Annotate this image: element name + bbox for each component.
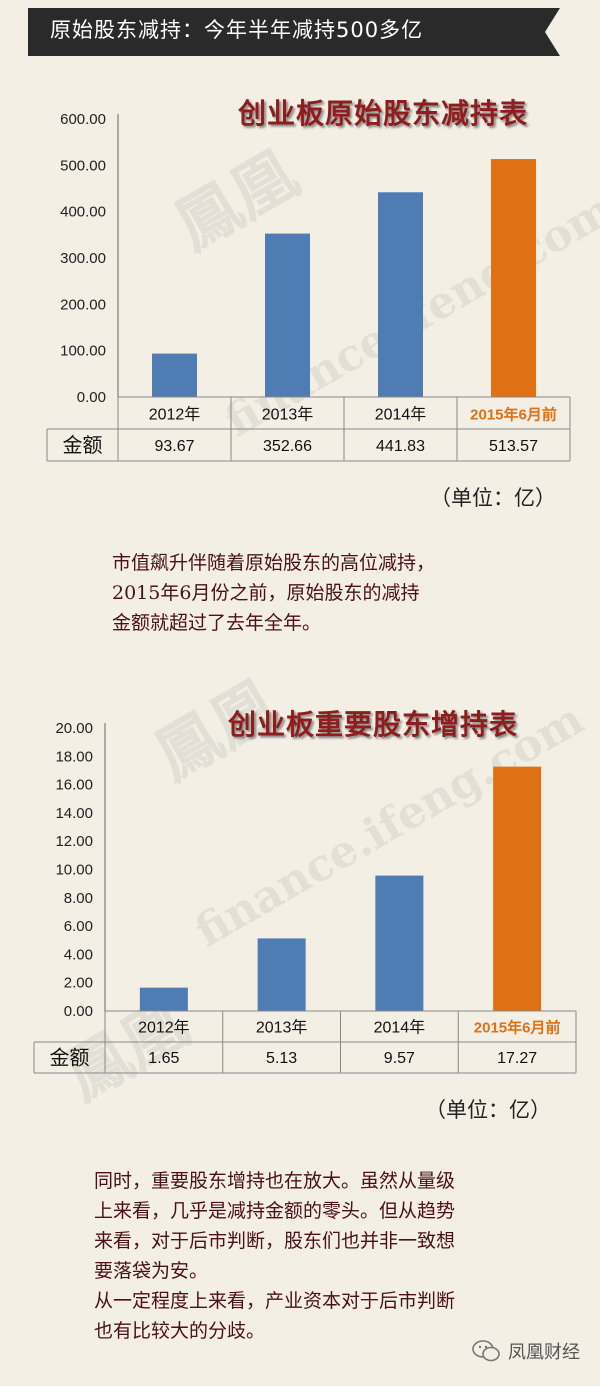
category-label: 2014年 <box>374 1019 426 1037</box>
paragraph-2-line: 上来看，几乎是减持金额的零头。但从趋势 <box>94 1200 456 1222</box>
chart-2: 0.00 2.00 4.00 6.00 8.00 10.00 12.00 14.00 16.00… <box>33 720 577 1074</box>
category-label: 2015年6月前 <box>470 405 557 423</box>
paragraph-2-line: 从一定程度上来看，产业资本对于后市判断 <box>94 1290 456 1312</box>
paragraph-2-line: 同时，重要股东增持也在放大。虽然从量级 <box>94 1170 456 1192</box>
y-tick-label: 200.00 <box>60 296 106 313</box>
y-tick-label: 4.00 <box>64 946 93 963</box>
category-label: 2013年 <box>262 405 314 423</box>
y-tick-label: 16.00 <box>55 777 93 794</box>
y-tick-label: 20.00 <box>55 720 93 737</box>
chart-1-unit: （单位：亿） <box>430 486 556 510</box>
chart-1: 0.00 100.00 200.00 300.00 400.00 500.00 600.00… <box>46 111 571 462</box>
y-tick-label: 600.00 <box>60 111 106 128</box>
bar-2013年 <box>257 938 306 1011</box>
bar-2015年6月前 <box>493 766 542 1011</box>
value-label: 513.57 <box>489 438 538 455</box>
y-tick-label: 100.00 <box>60 343 106 360</box>
value-label: 352.66 <box>263 438 312 455</box>
wechat-icon <box>472 1340 500 1362</box>
footer-brand: 凤凰财经 <box>472 1338 580 1364</box>
category-label: 2013年 <box>256 1019 308 1037</box>
paragraph-2-line: 要落袋为安。 <box>94 1260 209 1282</box>
chart-2-unit: （单位：亿） <box>425 1098 551 1122</box>
y-tick-label: 18.00 <box>55 748 93 765</box>
y-tick-label: 0.00 <box>77 389 106 406</box>
row-label: 金额 <box>63 434 103 457</box>
paragraph-2: 同时，重要股东增持也在放大。虽然从量级 上来看，几乎是减持金额的零头。但从趋势 … <box>94 1166 455 1346</box>
page-title: 原始股东减持：今年半年减持500多亿 <box>50 18 424 42</box>
y-tick-label: 8.00 <box>64 890 93 907</box>
header-banner <box>28 8 560 56</box>
y-tick-label: 500.00 <box>60 157 106 174</box>
category-label: 2015年6月前 <box>474 1019 561 1037</box>
value-label: 1.65 <box>148 1050 179 1067</box>
row-label: 金额 <box>50 1046 90 1069</box>
bar-2014年 <box>375 875 424 1011</box>
value-label: 5.13 <box>266 1050 297 1067</box>
category-label: 2012年 <box>149 405 201 423</box>
bar-2012年 <box>152 353 197 397</box>
y-tick-label: 400.00 <box>60 204 106 221</box>
y-tick-label: 2.00 <box>64 975 93 992</box>
value-label: 17.27 <box>497 1050 537 1067</box>
y-tick-label: 6.00 <box>64 918 93 935</box>
chart-1-title: 创业板原始股东减持表 <box>238 97 529 130</box>
paragraph-1-line: 市值飙升伴随着原始股东的高位减持， <box>112 552 436 574</box>
footer-brand-label: 凤凰财经 <box>508 1342 580 1363</box>
paragraph-2-line: 来看，对于后市判断，股东们也并非一致想 <box>94 1230 456 1252</box>
value-label: 441.83 <box>376 438 425 455</box>
chart-2-title: 创业板重要股东增持表 <box>228 708 519 741</box>
y-tick-label: 300.00 <box>60 250 106 267</box>
category-label: 2014年 <box>375 405 427 423</box>
paragraph-1-line: 金额就超过了去年全年。 <box>112 612 322 634</box>
y-tick-label: 0.00 <box>64 1003 93 1020</box>
value-label: 9.57 <box>384 1050 415 1067</box>
y-tick-label: 12.00 <box>55 833 93 850</box>
bar-2012年 <box>139 987 188 1011</box>
paragraph-2-line: 也有比较大的分歧。 <box>94 1320 266 1342</box>
bar-2014年 <box>378 192 423 397</box>
value-label: 93.67 <box>154 438 194 455</box>
y-tick-label: 10.00 <box>55 862 93 879</box>
category-label: 2012年 <box>138 1019 190 1037</box>
paragraph-1: 市值飙升伴随着原始股东的高位减持， 2015年6月份之前，原始股东的减持 金额就… <box>112 548 435 638</box>
bar-2013年 <box>265 233 310 397</box>
paragraph-1-line: 2015年6月份之前，原始股东的减持 <box>112 582 420 604</box>
y-tick-label: 14.00 <box>55 805 93 822</box>
bar-2015年6月前 <box>491 159 536 397</box>
